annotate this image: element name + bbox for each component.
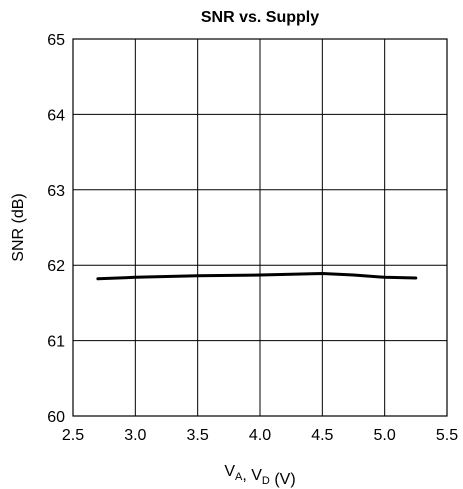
y-tick-labels: 60 61 62 63 64 65 <box>47 32 65 426</box>
x-tick-label: 5.5 <box>436 427 458 444</box>
series-layer <box>96 272 418 281</box>
y-tick-label: 63 <box>47 183 65 200</box>
plot-area-frame <box>72 38 448 417</box>
x-tick-label: 3.0 <box>124 427 146 444</box>
chart-title: SNR vs. Supply <box>201 9 319 26</box>
x-axis-label: VA, VD (V) <box>224 463 295 488</box>
y-tick-label: 62 <box>47 258 65 275</box>
x-tick-label: 3.5 <box>187 427 209 444</box>
x-tick-label: 4.5 <box>311 427 333 444</box>
x-tick-label: 5.0 <box>374 427 396 444</box>
y-axis-label: SNR (dB) <box>10 193 27 261</box>
y-tick-label: 64 <box>47 107 65 124</box>
x-tick-labels: 2.5 3.0 3.5 4.0 4.5 5.0 5.5 <box>62 427 458 444</box>
y-tick-label: 60 <box>47 409 65 426</box>
y-tick-label: 61 <box>47 334 65 351</box>
x-tick-label: 4.0 <box>249 427 271 444</box>
series-line-0 <box>96 272 418 281</box>
grid-lines <box>72 38 448 417</box>
x-tick-label: 2.5 <box>62 427 84 444</box>
y-tick-label: 65 <box>47 32 65 49</box>
